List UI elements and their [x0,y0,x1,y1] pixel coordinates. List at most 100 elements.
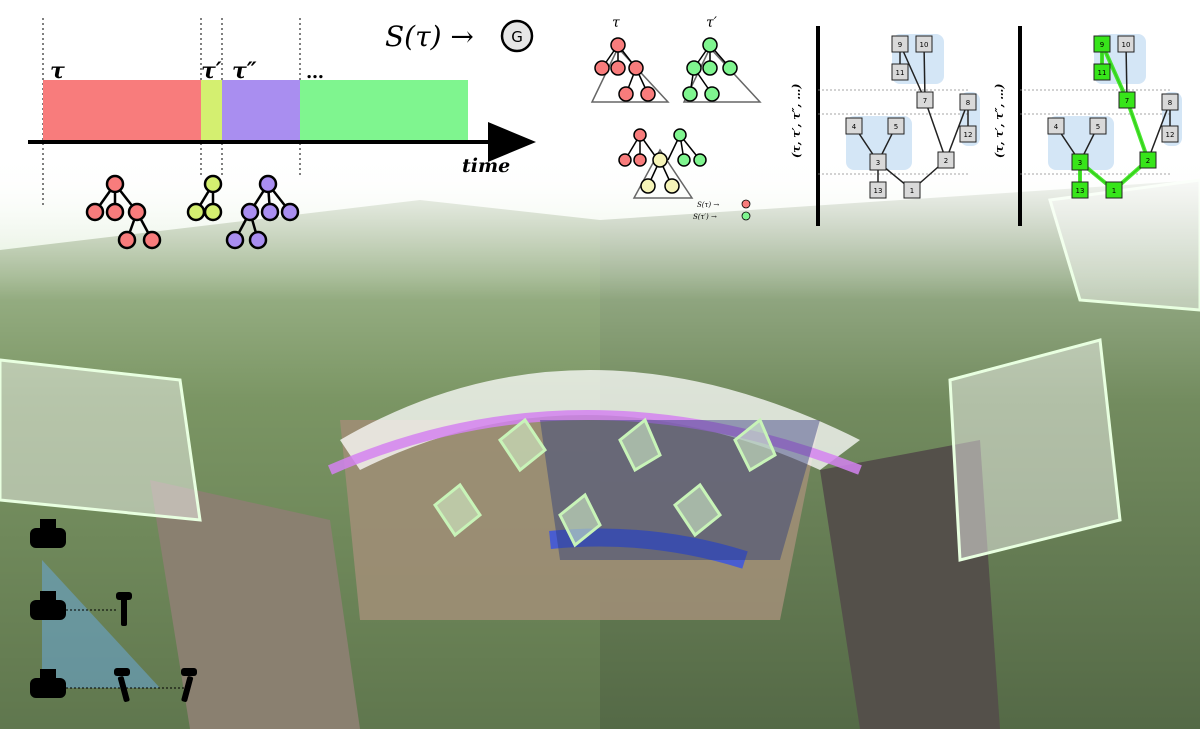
segment-label-tau-double-prime: τ″ [232,58,257,84]
graph-node-label: 12 [964,131,973,139]
graph-node [915,35,933,53]
path-edge [1125,99,1150,161]
graph-node-label: 12 [1166,131,1175,139]
graph-node [1118,91,1136,109]
graph-node [869,153,887,171]
vr-icons-panel [30,519,197,702]
graph-node-label: 11 [1098,69,1107,77]
graph-node-label: 13 [1076,187,1085,195]
graph-node [887,117,905,135]
graph-node-label: 8 [1168,99,1172,107]
time-axis-label: time [462,155,510,177]
tree-merge-panel: τ τ′ S(τ [590,15,762,221]
graph-node-label: 5 [894,123,898,131]
graph-axis-label-left: (τ, τ′, τ″, …) [790,84,803,158]
graph-edge [945,101,969,161]
vr-controller-icon [181,668,197,702]
translucent-prisms [432,417,777,548]
path-edge [1100,43,1129,101]
goal-letter: G [511,28,523,46]
graph-node [1161,93,1179,111]
graph-node [959,93,977,111]
legend-green-dot [741,211,751,221]
legend-green-text: S(τ′) → [693,213,717,221]
segment-ellipsis [300,80,468,140]
tree-combined [618,128,707,199]
segment-tau-double-prime [222,80,300,140]
graph-node [1139,151,1157,169]
graph-node-label: 3 [876,159,880,167]
graph-node-label: 11 [896,69,905,77]
graph-edge [1147,101,1171,161]
graph-node [903,181,921,199]
graph-panel-right: 9 10 11 7 8 12 4 5 3 2 13 1 [1018,26,1182,226]
graph-node-label: 13 [874,187,883,195]
tree-tau [85,174,162,250]
segment-tau-prime [201,80,222,140]
graph-node [891,35,909,53]
graph-node-label: 1 [910,187,914,195]
graph-node [916,91,934,109]
segment-label-tau: τ [50,58,65,84]
graph-node [1071,153,1089,171]
graph-node-label: 5 [1096,123,1100,131]
goal-icon [500,19,534,53]
vr-headset-icon [30,591,66,620]
vr-headset-icon [30,669,66,698]
graph-node-label: 2 [1146,157,1150,165]
graph-node-label: 7 [923,97,927,105]
graph-axis-label-right: (τ, τ′, τ″, …) [993,84,1006,158]
scoring-formula: S(τ) → G [385,19,534,53]
graph-node [937,151,955,169]
graph-node-label: 10 [1122,41,1131,49]
graph-node-label: 10 [920,41,929,49]
tree-tau-double-prime [225,174,300,250]
graph-node [959,125,977,143]
segment-tau [43,80,201,140]
graph-edge [1125,43,1128,101]
segment-label-tau-prime: τ′ [201,58,222,84]
formula-text: S(τ) → [385,20,474,53]
graph-node-label: 9 [898,41,902,49]
graph-node [845,117,863,135]
graph-node-label: 4 [852,123,857,131]
graph-node [1105,181,1123,199]
tree-label-tau-prime: τ′ [706,15,718,31]
graph-node [1071,181,1089,199]
graph-panel-left: 9 10 11 7 8 12 4 5 3 2 13 1 [816,26,980,226]
graph-node [891,63,909,81]
tree-tau-prime-merge [682,37,762,103]
legend-red-text: S(τ) → [697,201,719,209]
graph-node [1093,35,1111,53]
timeline-panel: τ τ′ τ″ … time [28,18,536,250]
graph-node [1093,63,1111,81]
graph-node-label: 2 [944,157,948,165]
graph-node [869,181,887,199]
vr-controller-icon [116,592,132,626]
graph-edge [923,43,926,101]
segment-label-ellipsis: … [306,62,324,83]
graph-node [1047,117,1065,135]
legend-red-dot [741,199,751,209]
arc-band-white [340,370,860,470]
graph-node-label: 4 [1054,123,1059,131]
graph-node-label: 7 [1125,97,1129,105]
tree-tau-prime [186,174,223,222]
arc-band-pink [327,410,862,475]
stone-wall-right [820,440,1000,729]
graph-edge [924,99,947,161]
vr-headset-icon [30,519,66,548]
graph-node-label: 1 [1112,187,1116,195]
tree-label-tau: τ [612,15,620,31]
graph-node [1117,35,1135,53]
stone-wall-left [150,480,360,729]
graph-node [1089,117,1107,135]
graph-node-label: 9 [1100,41,1104,49]
graph-node [1161,125,1179,143]
graph-node-label: 8 [966,99,970,107]
tree-tau-merge [590,37,670,103]
graph-node-label: 3 [1078,159,1082,167]
vr-controller-icon [114,668,130,702]
